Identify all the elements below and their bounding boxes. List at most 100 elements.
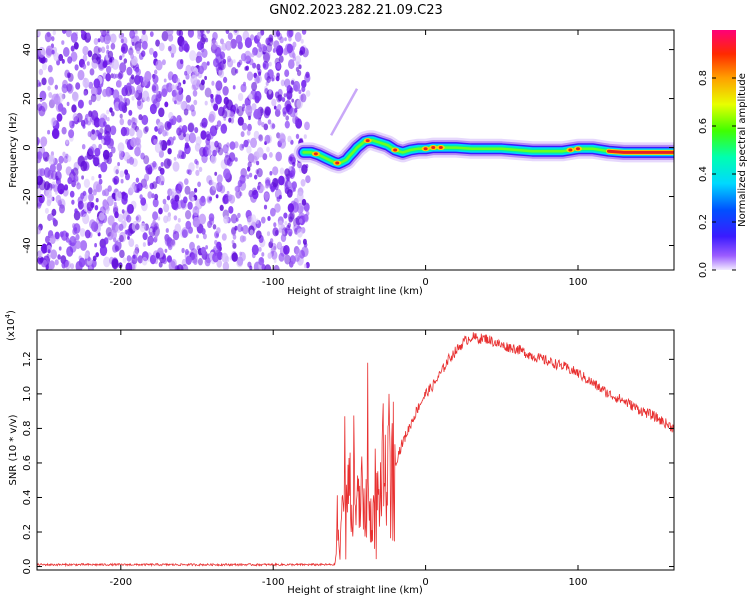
noise-blob xyxy=(240,227,244,232)
noise-blob xyxy=(118,150,124,158)
noise-blob xyxy=(261,121,265,128)
noise-blob xyxy=(276,62,281,70)
x-tick-label: -200 xyxy=(109,277,132,288)
noise-blob xyxy=(154,126,159,132)
noise-blob xyxy=(212,31,218,41)
noise-blob xyxy=(90,93,97,103)
noise-blob xyxy=(209,196,213,201)
noise-blob xyxy=(37,250,43,258)
noise-blob xyxy=(140,152,145,160)
noise-blob xyxy=(126,205,133,215)
spectrogram-streak xyxy=(330,88,359,136)
spectrogram-y-label: Frequency (Hz) xyxy=(8,112,19,188)
noise-blob xyxy=(185,255,192,265)
noise-blob xyxy=(130,74,135,80)
track-hotspot-core xyxy=(335,161,340,165)
noise-blob xyxy=(83,90,87,96)
noise-blob xyxy=(57,254,61,260)
noise-blob xyxy=(215,80,223,91)
noise-blob xyxy=(201,33,207,43)
noise-blob xyxy=(141,50,146,57)
noise-blob xyxy=(287,135,292,143)
noise-blob xyxy=(125,262,133,270)
noise-blob xyxy=(155,39,161,47)
noise-blob xyxy=(132,254,136,259)
noise-blob xyxy=(168,111,174,120)
noise-blob xyxy=(234,30,238,33)
noise-blob xyxy=(167,148,172,155)
noise-blob xyxy=(256,63,261,71)
noise-blob xyxy=(80,30,85,35)
noise-blob xyxy=(51,36,55,42)
noise-blob xyxy=(250,137,257,148)
noise-blob xyxy=(65,140,69,145)
noise-blob xyxy=(77,155,85,167)
noise-blob xyxy=(256,160,260,166)
noise-blob xyxy=(181,229,188,239)
noise-blob xyxy=(187,30,194,38)
noise-blob xyxy=(256,31,262,40)
noise-blob xyxy=(276,196,281,202)
noise-blob xyxy=(62,30,67,34)
noise-blob xyxy=(61,126,67,135)
noise-blob xyxy=(47,249,51,254)
noise-blob xyxy=(199,122,203,127)
noise-blob xyxy=(91,129,95,135)
noise-blob xyxy=(276,30,281,37)
noise-blob xyxy=(67,177,73,185)
noise-blob xyxy=(128,238,135,248)
noise-blob xyxy=(196,41,203,51)
noise-blob xyxy=(142,80,146,87)
noise-blob xyxy=(151,94,158,104)
noise-blob xyxy=(178,82,182,87)
noise-blob xyxy=(235,34,243,45)
noise-blob xyxy=(153,51,158,58)
noise-blob xyxy=(154,234,158,239)
noise-blob xyxy=(247,166,251,172)
noise-blob xyxy=(271,123,276,129)
noise-blob xyxy=(230,38,237,49)
noise-blob xyxy=(126,82,132,91)
snr-panel: -200 -100 0 100 0.0 0.2 0.4 0.6 0.8 1.0 1.2 Height… xyxy=(4,310,675,596)
noise-blob xyxy=(142,30,146,35)
noise-blob xyxy=(119,249,125,259)
noise-blob xyxy=(119,118,125,126)
noise-blob xyxy=(166,158,172,167)
noise-blob xyxy=(234,157,238,162)
track-hotspot-core xyxy=(393,148,398,152)
noise-blob xyxy=(97,38,101,43)
noise-blob xyxy=(145,164,153,175)
noise-blob xyxy=(199,82,205,91)
noise-blob xyxy=(239,251,243,256)
noise-blob xyxy=(152,161,157,168)
noise-blob xyxy=(136,188,140,193)
noise-blob xyxy=(135,223,140,231)
noise-blob xyxy=(263,204,268,210)
noise-blob xyxy=(281,97,286,103)
noise-blob xyxy=(246,145,252,154)
noise-blob xyxy=(248,115,251,121)
noise-blob xyxy=(95,93,102,102)
noise-blob xyxy=(284,120,290,129)
noise-blob xyxy=(160,162,164,167)
noise-blob xyxy=(196,234,199,239)
noise-blob xyxy=(272,48,276,53)
noise-blob xyxy=(84,252,89,259)
noise-blob xyxy=(216,259,222,268)
track-hotspot-core xyxy=(313,152,318,156)
noise-blob xyxy=(269,152,273,158)
noise-blob xyxy=(48,260,55,270)
noise-blob xyxy=(229,111,235,120)
noise-blob xyxy=(184,249,189,255)
noise-blob xyxy=(58,53,64,62)
noise-blob xyxy=(270,207,276,217)
noise-blob xyxy=(249,172,253,178)
noise-blob xyxy=(139,194,143,200)
noise-blob xyxy=(37,151,43,160)
noise-blob xyxy=(147,191,153,199)
noise-blob xyxy=(206,175,213,184)
noise-blob xyxy=(152,85,157,92)
noise-blob xyxy=(258,134,264,142)
noise-blob xyxy=(262,60,269,70)
noise-blob xyxy=(213,58,219,68)
